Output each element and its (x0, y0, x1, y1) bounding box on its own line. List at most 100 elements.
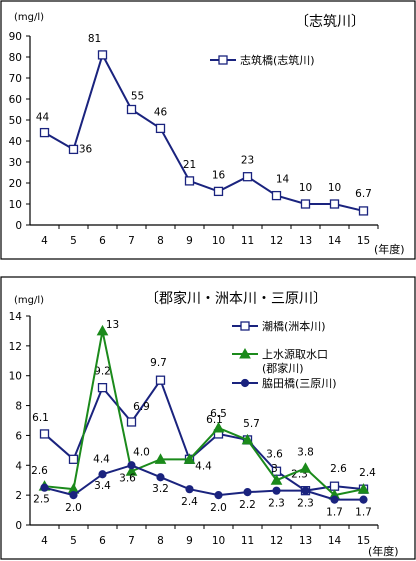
chart-1-series-1-data-label: 14 (276, 174, 290, 186)
panel-2-border (0, 276, 416, 560)
chart-2-series-2-point (183, 453, 196, 464)
chart-1-series-1-data-label: 10 (299, 182, 312, 194)
chart-2-series-3-data-label: 2.3 (268, 498, 285, 510)
chart-2-ytick-label: 6 (15, 430, 22, 442)
chart-2-series-3-data-label: 4.0 (133, 446, 150, 458)
chart-1-legend-1-label: 志筑橋(志筑川) (240, 53, 315, 67)
chart-1-xtick-label: 7 (128, 235, 135, 247)
chart-2-title: 〔郡家川・洲本川・三原川〕 (145, 290, 327, 307)
chart-2-legend-3-label: 脇田橋(三原川) (262, 376, 337, 390)
chart-1-ytick-label: 0 (15, 220, 22, 232)
chart-2-xtick-label: 11 (241, 535, 254, 547)
chart-1-series-1-data-label: 10 (328, 182, 341, 194)
chart-2-series-1-data-label: 2.6 (330, 463, 347, 475)
chart-2-series-1-point (155, 375, 166, 385)
chart-2-unit: (mg/l) (14, 295, 44, 306)
chart-2-series-2-point (270, 474, 283, 485)
chart-2-series-1-data-label: 9.2 (94, 366, 111, 378)
chart-1-xtick-label: 9 (186, 235, 193, 247)
chart-2-series-3-data-label: 3.2 (152, 483, 169, 495)
chart-2-xtick-label: 14 (328, 535, 342, 547)
chart-1-unit: (mg/l) (14, 12, 44, 23)
chart-1-series-1-point (271, 190, 282, 201)
chart-1-series-1-point (184, 176, 195, 186)
chart-2-xtick-label: 13 (299, 535, 312, 547)
chart-2-series-3-point (272, 486, 281, 495)
chart-2-series-2-data-label: 6.5 (210, 408, 227, 420)
chart-2-xtick-label: 5 (70, 535, 77, 547)
chart-1-ytick-label: 30 (9, 157, 22, 169)
chart-2-ytick-label: 4 (15, 460, 22, 472)
chart-2-series-1-data-label: 9.7 (150, 357, 167, 369)
chart-1-legend-1-marker (218, 55, 228, 65)
chart-2-legend-1-marker (240, 321, 250, 331)
chart-1-xtick-label: 11 (241, 235, 254, 247)
chart-2-series-1-data-label: 6.9 (133, 401, 150, 413)
chart-2-series-3-point (127, 461, 136, 470)
chart-1-series-1-data-label: 21 (183, 159, 196, 171)
chart-1-series-1-data-label: 16 (212, 169, 226, 181)
chart-2-series-1-point (39, 429, 50, 439)
panel-1-border (0, 0, 416, 260)
chart-2-series-3-point (214, 491, 223, 500)
chart-1-series-1-point (242, 172, 253, 182)
chart-2-ytick-label: 8 (15, 401, 22, 413)
chart-2-series-1-data-label: 4.4 (195, 460, 212, 472)
chart-1-series-1-point (126, 104, 137, 115)
chart-2-series-3-data-label: 3.4 (94, 480, 111, 492)
chart-2-series-1-point (126, 417, 137, 427)
chart-2-series-2-data-label: 13 (106, 319, 119, 331)
chart-1-ytick-label: 80 (9, 52, 22, 64)
chart-1-xtick-label: 14 (328, 235, 342, 247)
chart-2-series-3-point (40, 483, 49, 492)
chart-2-series-2-data-label: 3.6 (119, 472, 136, 484)
chart-2-series-1-point (68, 454, 79, 464)
chart-2-series-3-data-label: 2.2 (239, 499, 256, 511)
chart-2-series-3-line (44, 464, 364, 501)
chart-1-title: 〔志筑川〕 (295, 14, 365, 30)
chart-1-series-1-point (97, 50, 108, 60)
chart-2-xtick-label: 10 (212, 535, 225, 547)
chart-1-xtick-label: 12 (270, 235, 283, 247)
chart-2-series-3-data-label: 2.4 (181, 496, 198, 508)
chart-2-series-2-point (125, 465, 138, 476)
chart-2-series-2-point (241, 433, 254, 445)
chart-2-series-2-point (212, 421, 225, 433)
chart-1-series-1-point (329, 199, 340, 209)
chart-1-series-1-data-label: 23 (241, 155, 254, 167)
chart-2-xtick-label: 4 (41, 535, 48, 547)
chart-2-series-2-data-label: 3 (271, 463, 278, 475)
chart-2-ytick-label: 12 (9, 341, 22, 353)
chart-1-ytick-label: 90 (9, 31, 22, 43)
chart-1-xtick-label: 15 (357, 235, 370, 247)
chart-1-series-1-data-label: 55 (131, 91, 144, 103)
chart-2-series-2-point (154, 453, 167, 464)
chart-2-series-2-point (299, 462, 312, 473)
chart-1-series-1-point (68, 144, 79, 155)
chart-2-series-3-point (69, 491, 78, 500)
chart-1-ytick-label: 10 (9, 199, 22, 211)
chart-2-series-1-point (329, 481, 340, 491)
chart-2-series-3-data-label: 2.0 (210, 502, 227, 514)
chart-1-series-1-data-label: 36 (79, 143, 93, 155)
chart-2-series-3-point (301, 486, 310, 495)
chart-1-xtick-label: 8 (157, 235, 164, 247)
chart-2-ytick-label: 2 (15, 490, 22, 502)
chart-2-ytick-label: 10 (9, 371, 22, 383)
chart-2-series-3-point (359, 495, 368, 504)
chart-2-series-3-point (185, 485, 194, 494)
chart-2-legend-2-marker (239, 347, 251, 359)
chart-2-xlabel: (年度) (368, 544, 399, 558)
chart-2-legend-2-label: (郡家川) (262, 361, 304, 375)
chart-1-ytick-label: 60 (9, 94, 22, 106)
chart-1-series-1-point (39, 127, 50, 138)
chart-1-ytick-label: 70 (9, 73, 22, 85)
chart-2-xtick-label: 7 (128, 535, 135, 547)
chart-1-series-1-point (358, 206, 369, 216)
chart-2-series-2-data-label: 2.6 (31, 465, 48, 477)
chart-2-xtick-label: 6 (99, 535, 106, 547)
chart-2-series-3-point (156, 473, 165, 482)
chart-2-ytick-label: 0 (15, 520, 22, 532)
chart-2-xtick-label: 15 (357, 535, 370, 547)
